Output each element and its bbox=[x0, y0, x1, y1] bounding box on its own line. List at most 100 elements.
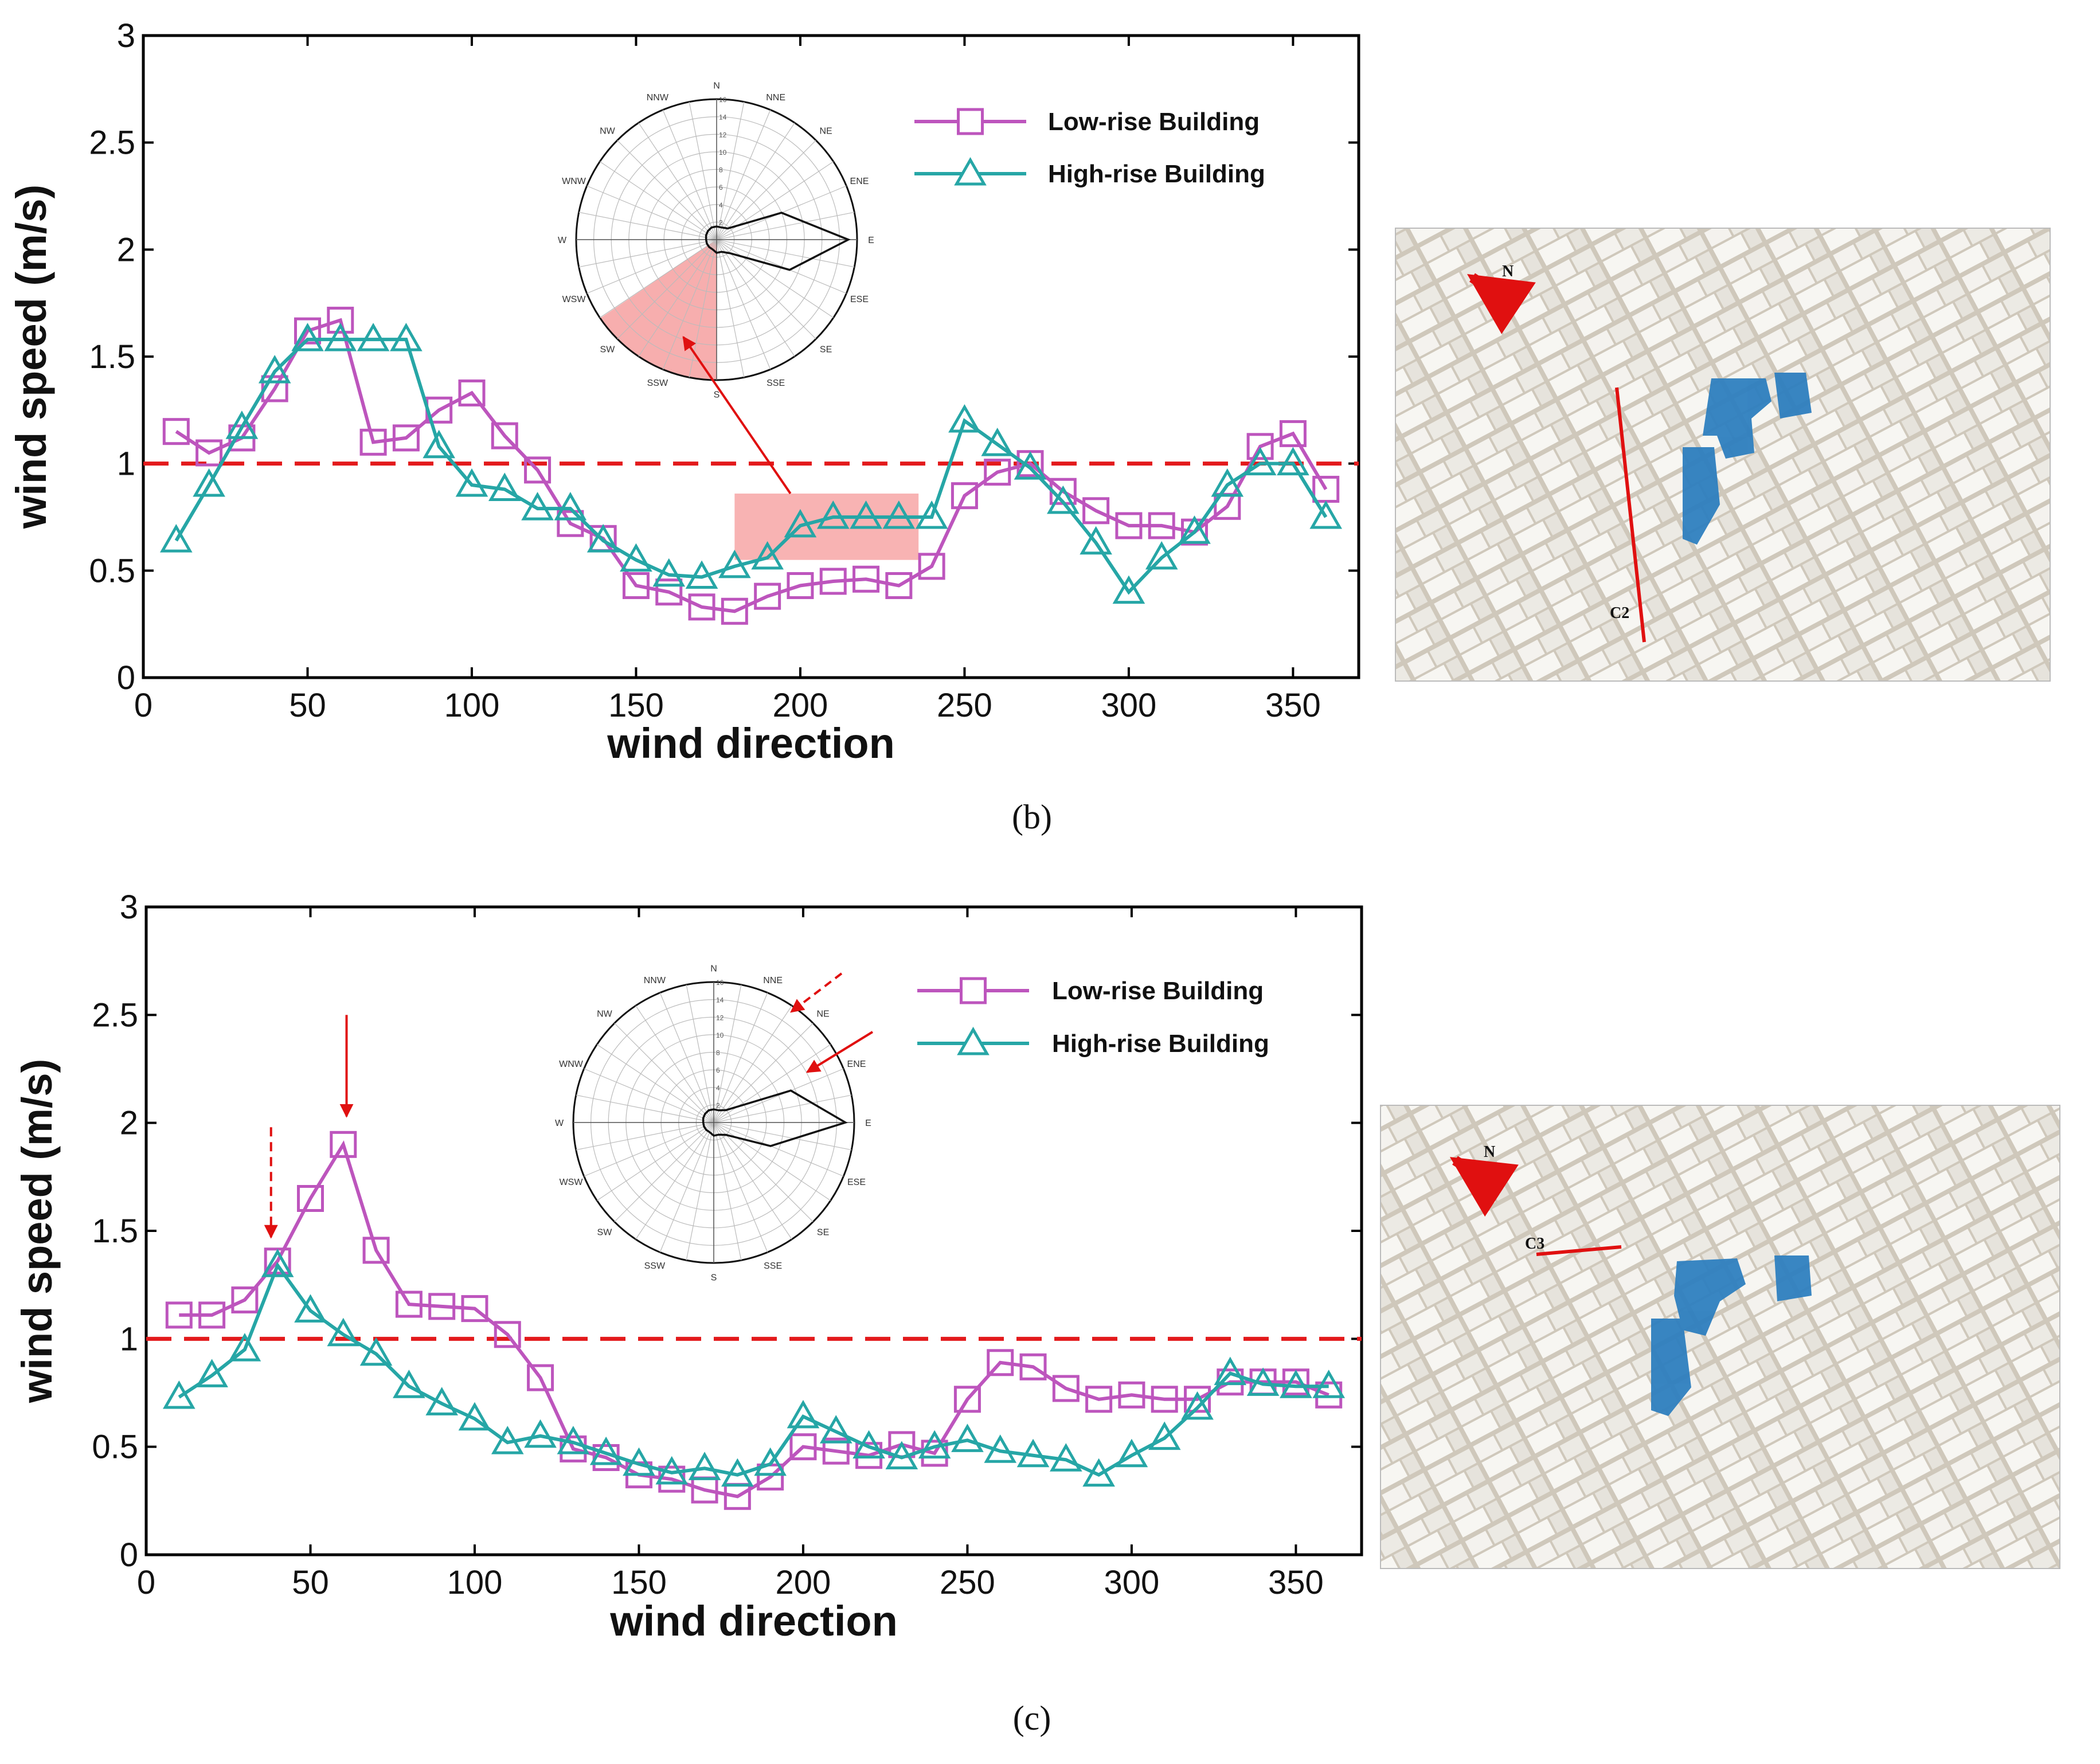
data-point-low-rise bbox=[1115, 512, 1143, 539]
rose-direction-label: SW bbox=[600, 345, 616, 355]
data-point-high-rise bbox=[948, 404, 981, 433]
y-tick-label: 0 bbox=[120, 1536, 138, 1574]
data-point-low-rise bbox=[162, 418, 190, 445]
rose-tick-label: 6 bbox=[719, 183, 723, 191]
rose-direction-label: SSW bbox=[647, 378, 668, 388]
panel-b-north-label: N bbox=[1502, 263, 1514, 280]
rose-spoke bbox=[716, 239, 795, 357]
data-point-low-rise bbox=[951, 482, 978, 510]
data-point-high-rise bbox=[819, 1415, 852, 1444]
rose-direction-label: W bbox=[558, 236, 567, 245]
data-point-high-rise bbox=[718, 549, 751, 578]
data-point-low-rise bbox=[1085, 1386, 1113, 1413]
panel-b-north-arrow-icon bbox=[1467, 273, 1536, 334]
data-point-high-rise bbox=[359, 1337, 393, 1366]
rose-direction-label: WNW bbox=[562, 177, 586, 186]
data-point-low-rise bbox=[527, 1364, 554, 1391]
data-point-low-rise bbox=[754, 582, 781, 610]
rose-direction-label: SSW bbox=[644, 1261, 666, 1271]
data-point-high-rise bbox=[784, 509, 817, 538]
rose-spoke bbox=[635, 1122, 714, 1240]
data-point-low-rise bbox=[327, 307, 354, 334]
rose-spoke bbox=[659, 1122, 714, 1253]
data-point-high-rise bbox=[688, 1452, 721, 1480]
y-tick-label: 3 bbox=[120, 889, 138, 926]
data-point-low-rise bbox=[852, 565, 880, 593]
data-point-high-rise bbox=[225, 410, 259, 439]
rose-tick-label: 16 bbox=[716, 979, 724, 987]
data-point-high-rise bbox=[1178, 515, 1211, 544]
data-point-high-rise bbox=[390, 323, 423, 351]
data-point-low-rise bbox=[1118, 1381, 1145, 1409]
rose-spoke bbox=[586, 185, 717, 240]
data-point-high-rise bbox=[984, 1434, 1017, 1463]
data-point-low-rise bbox=[1148, 512, 1175, 539]
data-point-high-rise bbox=[816, 500, 850, 529]
rose-direction-label: W bbox=[555, 1118, 564, 1128]
y-axis-label: wind speed (m/s) bbox=[13, 1059, 61, 1403]
y-tick-label: 0 bbox=[117, 659, 135, 697]
data-point-high-rise bbox=[1243, 447, 1277, 476]
rose-spoke bbox=[617, 140, 717, 240]
rose-spoke bbox=[716, 109, 771, 240]
x-tick-label: 150 bbox=[611, 1564, 667, 1601]
y-tick-label: 2 bbox=[120, 1105, 138, 1142]
rose-tick-label: 10 bbox=[716, 1031, 724, 1039]
data-point-high-rise bbox=[655, 1456, 689, 1485]
rose-spoke bbox=[716, 239, 855, 268]
rose-wind-profile bbox=[705, 212, 851, 271]
rose-direction-label: ENE bbox=[847, 1059, 866, 1069]
y-tick-label: 0.5 bbox=[92, 1429, 138, 1466]
x-tick-label: 350 bbox=[1265, 687, 1321, 724]
data-point-high-rise bbox=[291, 323, 324, 351]
rose-direction-label: N bbox=[710, 964, 717, 974]
rose-tick-label: 16 bbox=[719, 96, 727, 104]
rose-spoke bbox=[599, 161, 717, 240]
rose-spoke bbox=[586, 239, 717, 294]
data-point-high-rise bbox=[1211, 468, 1244, 497]
rose-direction-label: NNE bbox=[766, 93, 785, 103]
rose-spoke bbox=[576, 1094, 714, 1123]
rose-spoke bbox=[716, 140, 816, 240]
rose-direction-label: SE bbox=[817, 1228, 829, 1238]
rose-spoke bbox=[713, 1044, 831, 1123]
panel-b-measurement-line bbox=[1615, 387, 1646, 643]
data-point-low-rise bbox=[721, 597, 748, 625]
data-point-high-rise bbox=[1148, 1421, 1181, 1450]
x-tick-label: 250 bbox=[940, 1564, 995, 1601]
rose-spoke bbox=[713, 1005, 792, 1123]
rose-spoke bbox=[635, 1005, 714, 1123]
rose-spoke bbox=[617, 239, 717, 339]
data-point-low-rise bbox=[458, 379, 486, 406]
rose-direction-label: S bbox=[714, 390, 720, 400]
rose-spoke bbox=[716, 239, 834, 318]
data-point-high-rise bbox=[458, 1402, 491, 1431]
rose-spoke bbox=[689, 101, 717, 240]
rose-spoke bbox=[713, 1122, 852, 1151]
data-point-low-rise bbox=[1246, 433, 1274, 460]
rose-spoke bbox=[713, 1122, 742, 1261]
data-point-high-rise bbox=[1080, 526, 1112, 555]
rose-arrow-dashed-icon bbox=[790, 972, 843, 1013]
data-point-low-rise bbox=[1052, 1375, 1080, 1402]
x-tick-label: 50 bbox=[289, 687, 326, 724]
x-tick-label: 350 bbox=[1268, 1564, 1324, 1601]
data-point-low-rise bbox=[885, 572, 913, 599]
data-point-high-rise bbox=[423, 429, 455, 459]
data-point-high-rise bbox=[915, 500, 948, 529]
data-point-high-rise bbox=[1016, 1438, 1050, 1468]
y-tick-label: 1.5 bbox=[92, 1212, 138, 1250]
data-point-low-rise bbox=[1151, 1386, 1178, 1413]
rose-spoke bbox=[584, 1068, 714, 1123]
data-point-high-rise bbox=[1047, 485, 1080, 514]
rose-direction-label: WNW bbox=[559, 1059, 584, 1069]
rose-spoke bbox=[713, 1094, 852, 1123]
rose-direction-label: S bbox=[711, 1273, 717, 1283]
data-point-high-rise bbox=[193, 468, 225, 497]
x-tick-label: 200 bbox=[773, 687, 828, 724]
data-point-high-rise bbox=[754, 1447, 787, 1476]
rose-direction-label: NNW bbox=[647, 93, 669, 103]
rose-spoke bbox=[713, 984, 742, 1123]
rose-direction-label: WSW bbox=[562, 295, 586, 304]
data-point-high-rise bbox=[1115, 1438, 1148, 1468]
